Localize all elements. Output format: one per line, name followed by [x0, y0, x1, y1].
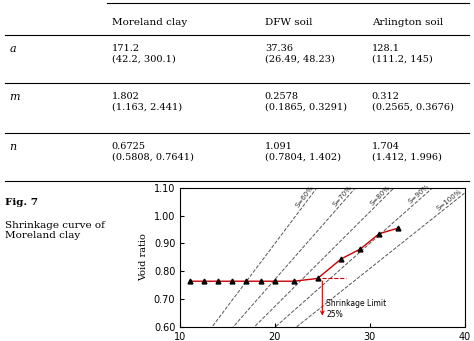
Text: 1.704
(1.412, 1.996): 1.704 (1.412, 1.996) [372, 142, 442, 161]
Text: m: m [9, 92, 20, 102]
Text: a: a [9, 44, 16, 54]
Text: 37.36
(26.49, 48.23): 37.36 (26.49, 48.23) [265, 44, 335, 63]
Text: Shrinkage Limit
25%: Shrinkage Limit 25% [326, 299, 386, 319]
Text: S=60%: S=60% [294, 184, 315, 209]
Text: 1.802
(1.163, 2.441): 1.802 (1.163, 2.441) [111, 92, 182, 112]
Text: S=100%: S=100% [435, 189, 463, 212]
Y-axis label: Void ratio: Void ratio [139, 234, 148, 281]
Text: Moreland clay: Moreland clay [111, 18, 187, 27]
Text: Shrinkage curve of
Moreland clay: Shrinkage curve of Moreland clay [5, 221, 105, 240]
Text: 0.6725
(0.5808, 0.7641): 0.6725 (0.5808, 0.7641) [111, 142, 193, 161]
Text: Fig. 7: Fig. 7 [5, 198, 38, 207]
Text: 0.2578
(0.1865, 0.3291): 0.2578 (0.1865, 0.3291) [265, 92, 347, 112]
Text: S=70%: S=70% [331, 184, 353, 208]
Text: 1.091
(0.7804, 1.402): 1.091 (0.7804, 1.402) [265, 142, 341, 161]
Text: DFW soil: DFW soil [265, 18, 312, 27]
Text: 171.2
(42.2, 300.1): 171.2 (42.2, 300.1) [111, 44, 175, 63]
Text: Arlington soil: Arlington soil [372, 18, 443, 27]
Text: 128.1
(111.2, 145): 128.1 (111.2, 145) [372, 44, 432, 63]
Text: n: n [9, 142, 17, 152]
Text: 0.312
(0.2565, 0.3676): 0.312 (0.2565, 0.3676) [372, 92, 454, 112]
Text: S=90%: S=90% [408, 183, 431, 205]
Text: S=80%: S=80% [369, 184, 392, 207]
